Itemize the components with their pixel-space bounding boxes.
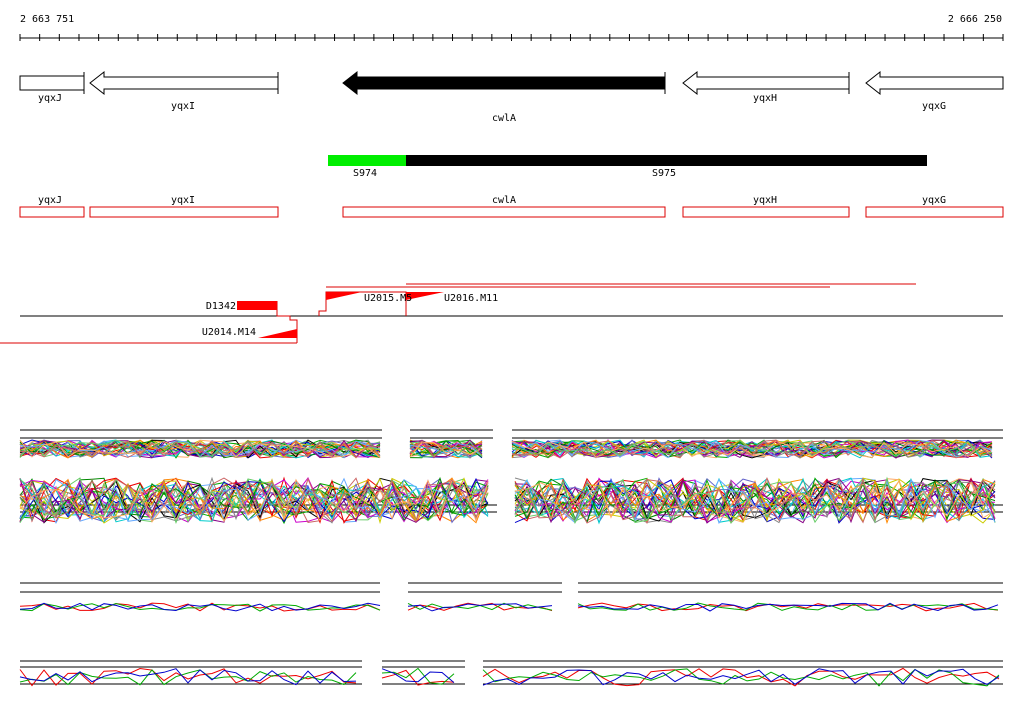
expression-line	[19, 478, 489, 525]
annotation-box[interactable]	[342, 206, 666, 218]
expression-line	[19, 477, 489, 523]
ruler-end: 2 666 250	[948, 14, 1002, 25]
annotation-label: yqxI	[171, 195, 195, 206]
gene-label: yqxJ	[38, 93, 62, 104]
annotation-box[interactable]	[89, 206, 279, 218]
gene-arrow[interactable]	[342, 70, 666, 96]
annotation-box[interactable]	[19, 206, 85, 218]
expression-line	[19, 439, 381, 458]
expression-line	[482, 667, 1000, 687]
expression-line	[482, 668, 1000, 687]
expression-line	[514, 477, 996, 524]
feature-box[interactable]	[237, 301, 277, 310]
expression-line	[381, 667, 455, 685]
feature-label: U2016.M11	[444, 293, 498, 304]
expression-line	[19, 668, 357, 686]
expression-line	[511, 439, 993, 459]
expression-line	[409, 441, 483, 458]
annotation-label: yqxG	[922, 195, 946, 206]
expression-line	[19, 476, 489, 521]
segment[interactable]	[406, 155, 927, 166]
expression-line	[19, 477, 489, 524]
feature-label: U2014.M14	[202, 327, 256, 338]
feature-track: D1342 U2015.M5 U2016.M11 U2014.M14	[0, 283, 1003, 344]
expression-line	[19, 477, 489, 522]
gene-labels: yqxJ yqxI cwlA yqxH yqxG	[38, 93, 946, 124]
expression-line	[19, 477, 489, 525]
expression-tracks	[19, 429, 1003, 687]
expression-line	[19, 439, 381, 459]
expression-line	[19, 667, 357, 687]
expression-line	[19, 602, 381, 612]
annotation-box[interactable]	[682, 206, 850, 218]
gene-label: yqxG	[922, 101, 946, 112]
expression-line	[19, 477, 489, 524]
gene-arrow[interactable]	[682, 70, 850, 96]
annotation-label: yqxH	[753, 195, 777, 206]
expression-line	[482, 668, 1000, 686]
gene-arrow[interactable]	[89, 70, 279, 96]
ruler-ticks	[19, 34, 1004, 41]
expression-line	[511, 439, 993, 457]
expression-line	[514, 478, 996, 524]
feature-step	[276, 301, 298, 343]
annotation-track	[19, 206, 1004, 218]
expression-line	[19, 481, 489, 522]
expression-line	[409, 445, 483, 458]
gene-label: yqxI	[171, 101, 195, 112]
expression-line	[381, 668, 455, 683]
feature-label: U2015.M5	[364, 293, 412, 304]
expression-line	[19, 477, 489, 524]
expression-line	[381, 669, 455, 686]
gene-track	[19, 70, 1004, 96]
annotation-label: yqxJ	[38, 195, 62, 206]
gene-arrow[interactable]	[865, 70, 1004, 96]
annotation-box[interactable]	[865, 206, 1004, 218]
gene-label: yqxH	[753, 93, 777, 104]
segment-track: S974 S975	[328, 155, 927, 179]
segment-label: S974	[353, 168, 377, 179]
feature-flag	[258, 329, 297, 338]
expression-line	[514, 479, 996, 524]
expression-line	[19, 439, 381, 459]
annotation-labels: yqxJ yqxI cwlA yqxH yqxG	[38, 195, 946, 206]
feature-flag	[326, 292, 362, 300]
expression-line	[514, 477, 996, 524]
segment[interactable]	[328, 155, 406, 166]
expression-line	[409, 440, 483, 458]
expression-line	[511, 439, 993, 459]
expression-line	[409, 439, 483, 458]
expression-line	[19, 602, 381, 612]
expression-line	[19, 440, 381, 459]
ruler: 2 663 751 2 666 250	[19, 14, 1004, 41]
expression-line	[19, 477, 489, 520]
expression-line	[19, 439, 381, 458]
expression-line	[577, 602, 999, 612]
annotation-label: cwlA	[492, 195, 516, 206]
expression-line	[407, 603, 553, 612]
expression-line	[19, 477, 489, 523]
expression-line	[409, 441, 483, 458]
ruler-start: 2 663 751	[20, 14, 74, 25]
segment-label: S975	[652, 168, 676, 179]
expression-line	[577, 602, 999, 611]
feature-label: D1342	[206, 301, 236, 312]
gene-label: cwlA	[492, 113, 516, 124]
expression-line	[19, 602, 381, 612]
expression-line	[19, 478, 489, 523]
gene-arrow[interactable]	[19, 75, 85, 91]
feature-flag	[406, 292, 444, 300]
expression-line	[514, 476, 996, 525]
